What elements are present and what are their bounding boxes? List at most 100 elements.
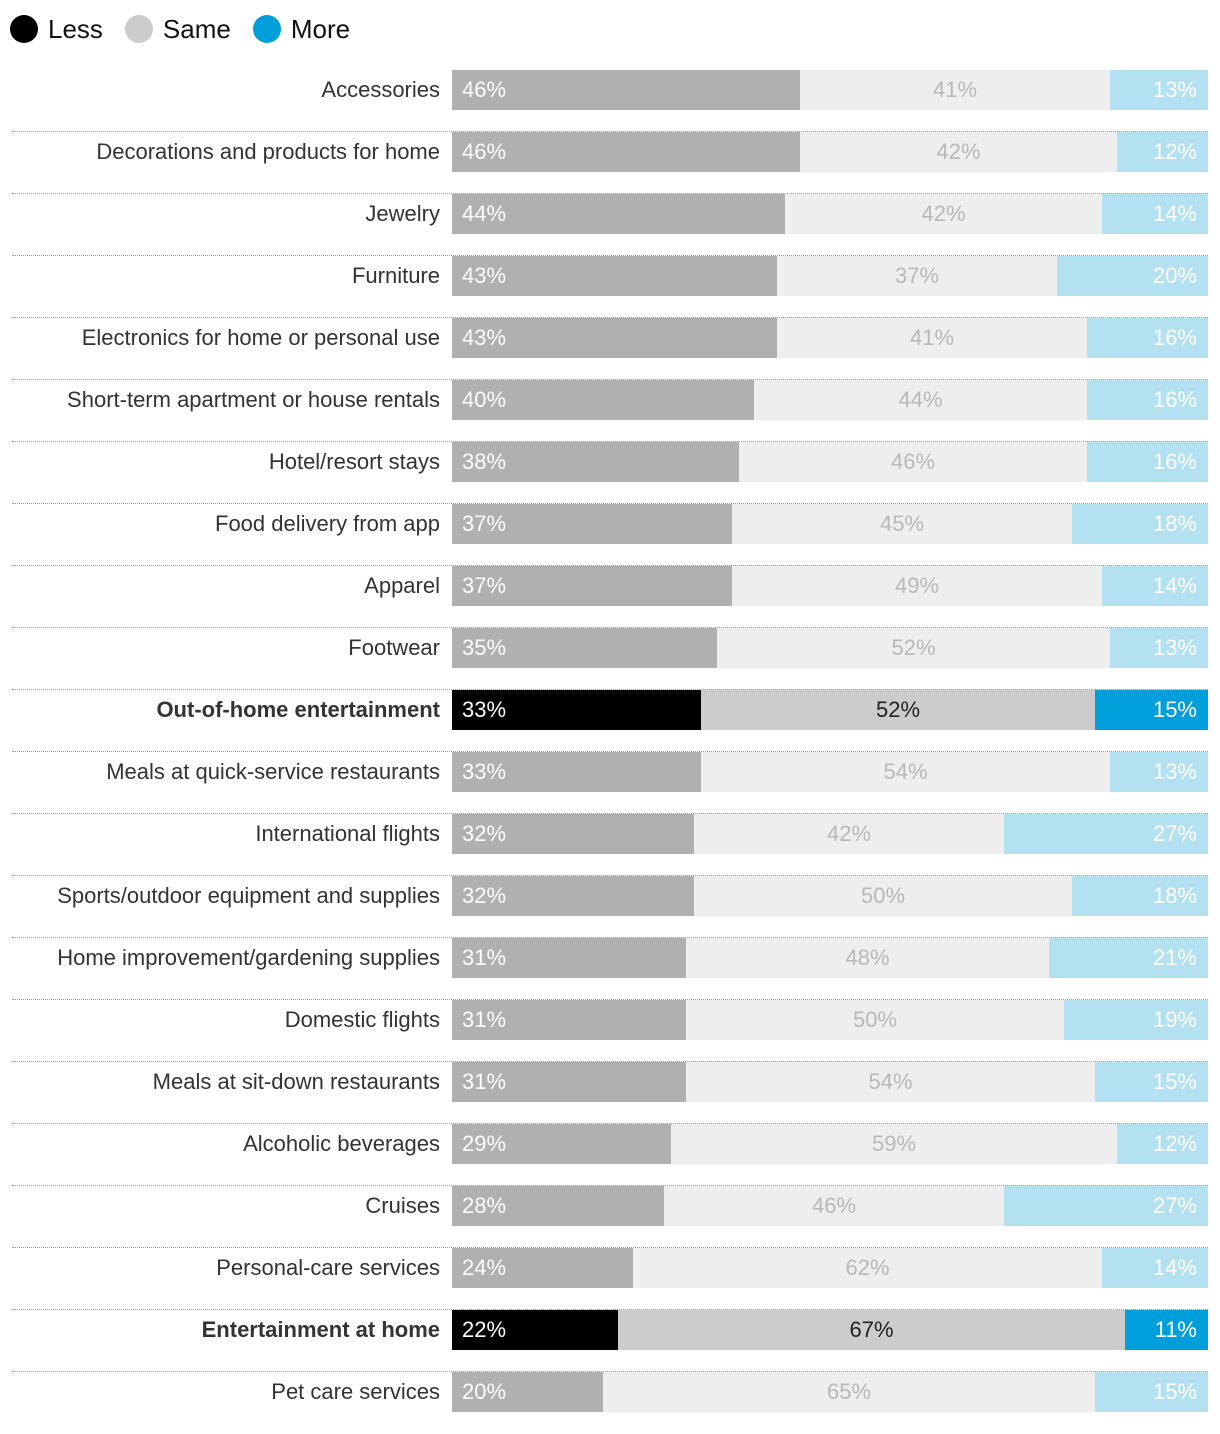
data-label-more: 15% xyxy=(1152,697,1197,722)
bar-row-jewelry: Jewelry 44% 42% 14% xyxy=(0,194,1220,256)
data-label-less: 44% xyxy=(462,201,507,226)
bar-segment-more xyxy=(1095,1062,1208,1102)
bar-segment-less xyxy=(452,628,717,668)
data-label-same: 44% xyxy=(898,387,943,412)
bar-segment-more xyxy=(1004,814,1208,854)
data-label-more: 14% xyxy=(1152,573,1197,598)
bar-segment-same xyxy=(633,1248,1102,1288)
category-label: Cruises xyxy=(365,1193,440,1218)
bar-segment-less xyxy=(452,380,754,420)
data-label-less: 31% xyxy=(462,1007,507,1032)
data-label-more: 16% xyxy=(1152,325,1197,350)
bar-segment-less xyxy=(452,132,800,172)
data-label-more: 12% xyxy=(1152,139,1197,164)
bar-segment-same xyxy=(694,814,1004,854)
row-divider xyxy=(12,131,1208,132)
data-label-same: 49% xyxy=(894,573,940,598)
bar-row-home-improvement-gardening-supplies: Home improvement/gardening supplies 31% 48… xyxy=(0,938,1220,1000)
data-label-same: 42% xyxy=(921,201,966,226)
bar-segment-same xyxy=(618,1310,1125,1350)
bar-segment-same xyxy=(603,1372,1095,1412)
data-label-same: 67% xyxy=(849,1317,894,1342)
category-label: Home improvement/gardening supplies xyxy=(57,945,440,970)
data-label-same: 50% xyxy=(860,883,906,908)
category-label: Meals at sit-down restaurants xyxy=(152,1069,440,1094)
row-divider xyxy=(12,875,1208,876)
bar-row-meals-at-sit-down-restaurants: Meals at sit-down restaurants 31% 54% 15% xyxy=(0,1062,1220,1124)
row-divider xyxy=(12,751,1208,752)
data-label-more: 13% xyxy=(1152,77,1197,102)
data-label-less: 28% xyxy=(462,1193,507,1218)
legend-label-same: Same xyxy=(162,13,231,44)
bar-segment-more xyxy=(1102,194,1208,234)
category-label: Hotel/resort stays xyxy=(268,449,440,474)
data-label-more: 11% xyxy=(1154,1317,1197,1342)
data-label-less: 20% xyxy=(462,1379,507,1404)
bar-segment-more xyxy=(1102,566,1208,606)
bar-segment-less xyxy=(452,1248,633,1288)
row-divider xyxy=(12,1371,1208,1372)
row-divider xyxy=(12,317,1208,318)
legend-dot-less xyxy=(10,15,38,43)
bar-row-cruises: Cruises 28% 46% 27% xyxy=(0,1186,1220,1248)
bar-segment-more xyxy=(1057,256,1208,296)
bar-segment-less xyxy=(452,690,701,730)
bar-segment-less xyxy=(452,194,785,234)
data-label-less: 37% xyxy=(462,511,507,536)
data-label-same: 52% xyxy=(875,697,921,722)
data-label-more: 13% xyxy=(1152,635,1197,660)
data-label-more: 27% xyxy=(1152,821,1197,846)
data-label-same: 45% xyxy=(879,511,925,536)
row-divider xyxy=(12,937,1208,938)
bar-segment-less xyxy=(452,876,694,916)
row-divider xyxy=(12,1309,1208,1310)
bar-segment-more xyxy=(1064,1000,1208,1040)
bar-row-out-of-home-entertainment: Out-of-home entertainment 33% 52% 15% xyxy=(0,690,1220,752)
bar-segment-less xyxy=(452,504,732,544)
data-label-less: 29% xyxy=(462,1131,507,1156)
bar-segment-more xyxy=(1087,380,1208,420)
bar-segment-less xyxy=(452,1186,664,1226)
category-label: Decorations and products for home xyxy=(96,139,440,164)
row-divider xyxy=(12,1185,1208,1186)
row-divider xyxy=(12,689,1208,690)
data-label-more: 15% xyxy=(1152,1379,1197,1404)
data-label-less: 46% xyxy=(462,139,507,164)
category-label: Personal-care services xyxy=(216,1255,440,1280)
category-label: Accessories xyxy=(321,77,440,102)
data-label-same: 48% xyxy=(845,945,890,970)
category-label: Apparel xyxy=(364,573,440,598)
row-divider xyxy=(12,255,1208,256)
bar-segment-same xyxy=(701,752,1110,792)
data-label-same: 42% xyxy=(826,821,872,846)
data-label-same: 62% xyxy=(845,1255,890,1280)
row-divider xyxy=(12,1247,1208,1248)
data-label-same: 46% xyxy=(890,449,936,474)
bar-row-international-flights: International flights 32% 42% 27% xyxy=(0,814,1220,876)
bar-segment-more xyxy=(1072,504,1208,544)
bar-row-meals-at-quick-service-restaurants: Meals at quick-service restaurants 33% 54%… xyxy=(0,752,1220,814)
legend-label-less: Less xyxy=(48,13,103,44)
chart-legend: Less Same More xyxy=(10,12,372,46)
bar-segment-less xyxy=(452,70,800,110)
bar-segment-less xyxy=(452,566,732,606)
bar-segment-more xyxy=(1087,442,1208,482)
category-label: Domestic flights xyxy=(284,1007,440,1032)
data-label-same: 46% xyxy=(811,1193,857,1218)
bar-segment-less xyxy=(452,442,739,482)
data-label-more: 18% xyxy=(1152,511,1197,536)
category-label: Footwear xyxy=(348,635,440,660)
data-label-less: 33% xyxy=(462,759,507,784)
bar-segment-more xyxy=(1110,628,1208,668)
category-label: Food delivery from app xyxy=(215,511,440,536)
bar-segment-same xyxy=(694,876,1072,916)
bar-segment-same xyxy=(800,70,1110,110)
category-label: Short-term apartment or house rentals xyxy=(67,387,440,412)
data-label-less: 38% xyxy=(462,449,507,474)
legend-item-less: Less xyxy=(10,14,103,45)
data-label-less: 32% xyxy=(462,883,507,908)
bar-segment-more xyxy=(1102,1248,1208,1288)
bar-row-sports-outdoor-equipment-and-supplies: Sports/outdoor equipment and supplies 32%… xyxy=(0,876,1220,938)
bar-segment-more xyxy=(1125,1310,1208,1350)
bar-segment-more xyxy=(1095,690,1208,730)
